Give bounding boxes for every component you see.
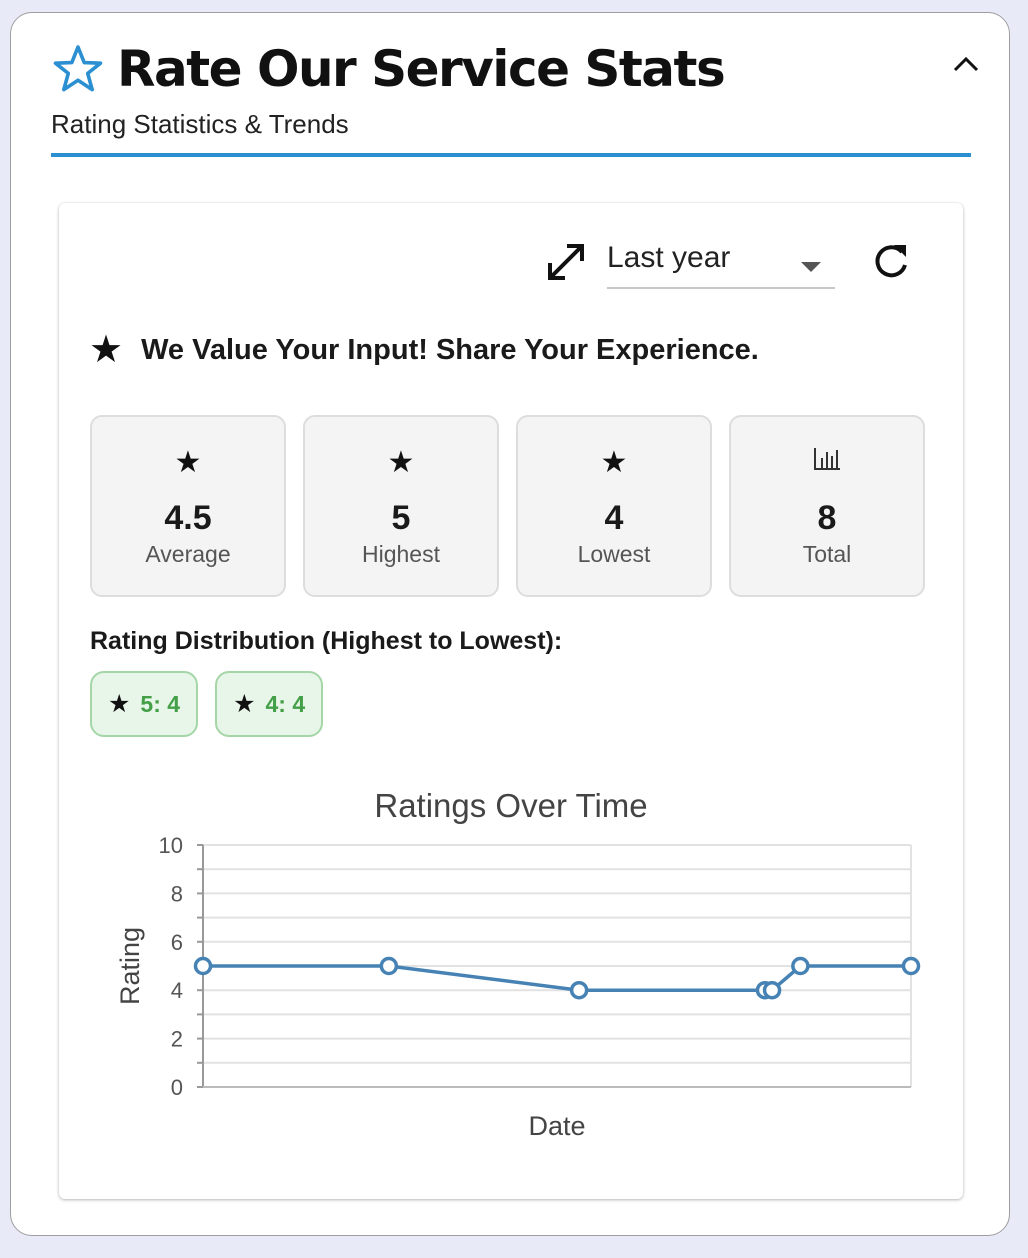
star-icon: ★ bbox=[89, 329, 124, 371]
data-point bbox=[193, 956, 213, 976]
star-icon: ★ bbox=[600, 446, 628, 479]
stat-label: Average bbox=[145, 541, 231, 567]
stats-row: ★ 4.5 Average ★ 5 Highest ★ 4 Lowest bbox=[90, 415, 925, 597]
stat-card-highest: ★ 5 Highest bbox=[303, 415, 499, 597]
y-tick-label: 10 bbox=[159, 833, 183, 858]
feedback-prompt-text: We Value Your Input! Share Your Experien… bbox=[141, 333, 759, 366]
stat-value: 4 bbox=[604, 499, 624, 537]
stats-panel: Last year ★ We Value Your Input! Share Y… bbox=[59, 203, 963, 1199]
x-axis-label: Date bbox=[528, 1111, 585, 1141]
stat-label: Lowest bbox=[577, 541, 651, 567]
star-icon: ★ bbox=[233, 690, 256, 718]
dropdown-arrow-icon bbox=[801, 262, 821, 272]
stat-value: 4.5 bbox=[164, 499, 212, 537]
feedback-prompt: ★ We Value Your Input! Share Your Experi… bbox=[89, 331, 759, 369]
distribution-chip-5[interactable]: ★ 5: 4 bbox=[90, 671, 199, 737]
star-icon: ★ bbox=[174, 446, 202, 479]
distribution-chip-4[interactable]: ★ 4: 4 bbox=[215, 671, 324, 737]
chip-label: 5: 4 bbox=[140, 690, 181, 717]
panel-toolbar: Last year bbox=[59, 221, 963, 291]
star-icon: ★ bbox=[108, 690, 131, 718]
y-tick-label: 0 bbox=[171, 1075, 183, 1100]
stat-value: 5 bbox=[391, 499, 411, 537]
period-select-value: Last year bbox=[607, 241, 731, 274]
card-header: Rate Our Service Stats Rating Statistics… bbox=[51, 35, 979, 140]
refresh-icon[interactable] bbox=[869, 239, 913, 283]
star-icon: ★ bbox=[387, 446, 415, 479]
y-axis-label: Rating bbox=[115, 927, 145, 1005]
data-point bbox=[791, 956, 810, 976]
y-tick-label: 2 bbox=[171, 1027, 183, 1052]
header-divider bbox=[51, 153, 971, 157]
stat-card-total: 8 Total bbox=[729, 415, 925, 597]
star-outline-icon bbox=[53, 45, 103, 92]
ratings-line-chart: Ratings Over Time 0 2 4 6 8 10 Rating Date bbox=[115, 787, 921, 1141]
y-tick-label: 8 bbox=[171, 881, 183, 906]
rating-stats-card: Rate Our Service Stats Rating Statistics… bbox=[10, 12, 1010, 1236]
expand-icon[interactable] bbox=[543, 239, 589, 285]
data-point bbox=[569, 980, 589, 1000]
y-tick-label: 4 bbox=[171, 978, 183, 1003]
page-subtitle: Rating Statistics & Trends bbox=[51, 109, 349, 139]
chevron-up-icon bbox=[953, 56, 979, 72]
distribution-title: Rating Distribution (Highest to Lowest): bbox=[90, 627, 563, 655]
distribution-chips: ★ 5: 4 ★ 4: 4 bbox=[90, 671, 324, 737]
chart-title: Ratings Over Time bbox=[374, 787, 647, 824]
data-point bbox=[762, 980, 782, 1000]
page-title: Rate Our Service Stats bbox=[117, 40, 726, 98]
data-point bbox=[901, 956, 921, 976]
stat-card-lowest: ★ 4 Lowest bbox=[516, 415, 712, 597]
chip-label: 4: 4 bbox=[265, 690, 306, 717]
stat-label: Highest bbox=[362, 541, 440, 567]
data-point bbox=[379, 956, 399, 976]
y-axis: 0 2 4 6 8 10 bbox=[159, 833, 203, 1100]
chart-series bbox=[193, 956, 921, 1000]
stat-value: 8 bbox=[817, 499, 837, 537]
collapse-button[interactable] bbox=[949, 47, 983, 81]
period-select[interactable]: Last year bbox=[607, 233, 835, 289]
y-tick-label: 6 bbox=[171, 930, 183, 955]
stat-label: Total bbox=[802, 541, 852, 567]
stat-card-average: ★ 4.5 Average bbox=[90, 415, 286, 597]
bar-chart-icon bbox=[813, 445, 841, 481]
